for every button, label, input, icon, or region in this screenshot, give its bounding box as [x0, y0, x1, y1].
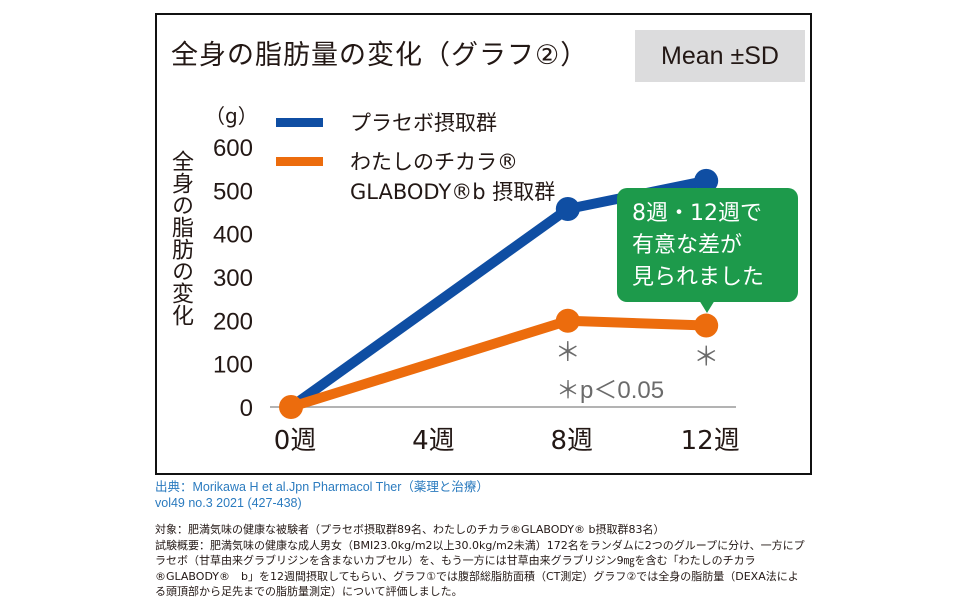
source-line-1: 出典：Morikawa H et al.Jpn Pharmacol Ther（薬… [155, 480, 489, 494]
source-citation: 出典：Morikawa H et al.Jpn Pharmacol Ther（薬… [155, 479, 489, 511]
note-subjects: 対象：肥満気味の健康な被験者（プラセボ摂取群89名、わたしのチカラ®GLABOD… [155, 523, 665, 536]
legend-swatch-placebo [276, 118, 323, 127]
legend-label-glabody: わたしのチカラ® GLABODY®b 摂取群 [350, 150, 556, 204]
significance-marks: ＊＊ [555, 338, 719, 373]
legend-label-placebo: プラセボ摂取群 [350, 111, 497, 135]
data-point-1 [694, 313, 719, 338]
x-tick-label: 4週 [412, 426, 455, 456]
significance-note: ＊p＜0.05 [556, 377, 665, 404]
data-point-1 [555, 308, 580, 333]
y-tick-label: 200 [213, 308, 253, 335]
significance-callout: 8週・12週で 有意な差が 見られました [617, 188, 798, 302]
callout-line: 8週・12週で [632, 201, 762, 226]
callout-line: 見られました [632, 265, 765, 290]
source-line-2: vol49 no.3 2021 (427-438) [155, 496, 302, 510]
x-tick-label: 0週 [274, 426, 317, 456]
legend-item-placebo: プラセボ摂取群 [276, 108, 497, 138]
significance-asterisk: ＊ [693, 343, 719, 373]
callout-line: 有意な差が [632, 233, 743, 258]
y-ticks: 0 100 200 300 400 500 600 [213, 135, 253, 422]
data-point-0 [694, 168, 719, 193]
y-tick-label: 300 [213, 265, 253, 292]
x-ticks: 0週 4週 8週 12週 [274, 426, 740, 456]
study-notes: 対象：肥満気味の健康な被験者（プラセボ摂取群89名、わたしのチカラ®GLABOD… [155, 522, 805, 600]
legend-swatch-glabody [276, 157, 323, 166]
y-tick-label: 600 [213, 135, 253, 162]
stat-label-box: Mean ±SD [635, 30, 805, 82]
significance-asterisk: ＊ [555, 338, 581, 368]
callout-pointer [699, 300, 715, 313]
chart-title: 全身の脂肪量の変化（グラフ②） [171, 40, 589, 71]
legend-item-glabody: わたしのチカラ® GLABODY®b 摂取群 [276, 147, 555, 207]
y-tick-label: 100 [213, 352, 253, 379]
data-point-0 [555, 196, 580, 221]
unit-label: （g） [205, 104, 258, 128]
y-tick-label: 0 [240, 395, 253, 422]
note-overview: 試験概要：肥満気味の健康な成人男女（BMI23.0kg/m2以上30.0kg/m… [155, 538, 805, 599]
x-tick-label: 12週 [681, 426, 740, 456]
x-tick-label: 8週 [551, 426, 594, 456]
y-tick-label: 400 [213, 222, 253, 249]
y-tick-label: 500 [213, 178, 253, 205]
data-point-1 [279, 395, 303, 419]
y-axis-label: 全身の脂肪の変化 [168, 150, 193, 326]
